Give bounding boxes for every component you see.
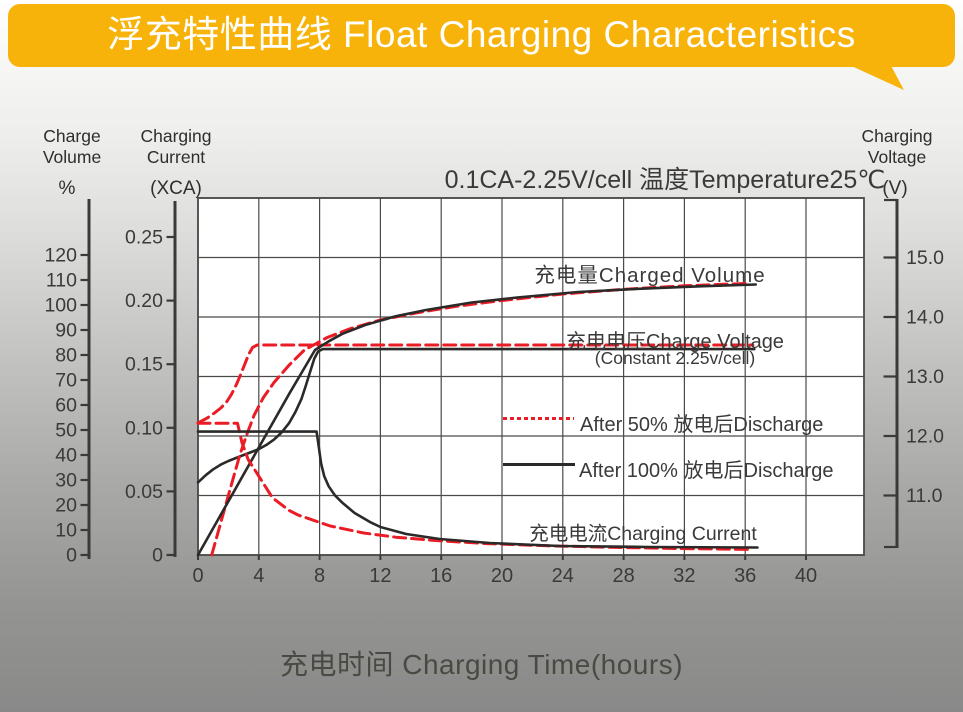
volume-tick-label: 90 — [55, 320, 77, 342]
voltage-tick-label: 13.0 — [906, 366, 944, 388]
x-tick-label: 24 — [552, 565, 574, 587]
charged-volume-label: 充电量Charged Volume — [534, 264, 766, 287]
charge-voltage-constant-label: (Constant 2.25v/cell) — [594, 348, 756, 368]
volume-tick-label: 20 — [55, 495, 77, 517]
current-tick-label: 0.25 — [125, 227, 163, 249]
series-voltage-after-50-discharge — [196, 343, 755, 425]
x-tick-label: 0 — [192, 565, 203, 587]
volume-tick-label: 50 — [55, 420, 77, 442]
voltage-tick-label: 11.0 — [906, 485, 943, 507]
x-tick-label: 8 — [314, 565, 325, 587]
volume-tick-label: 60 — [55, 395, 77, 417]
volume-tick-label: 0 — [66, 545, 77, 567]
series-current-after-50-discharge — [196, 421, 755, 551]
page-title: 浮充特性曲线 Float Charging Characteristics — [107, 14, 856, 55]
title-banner: 浮充特性曲线 Float Charging Characteristics — [8, 4, 955, 67]
volume-tick-label: 30 — [55, 470, 77, 492]
plot-frame — [197, 197, 865, 556]
legend-label-100-discharge: After 100% 放电后Discharge — [579, 460, 834, 482]
volume-tick-label: 100 — [44, 295, 77, 317]
x-tick-label: 36 — [734, 565, 756, 587]
voltage-tick-label: 14.0 — [906, 307, 944, 329]
voltage-axis-title: Charging Voltage — [861, 126, 933, 168]
volume-tick-label: 40 — [55, 445, 77, 467]
x-tick-label: 12 — [369, 565, 391, 587]
volume-tick-label: 10 — [55, 520, 77, 542]
voltage-tick-label: 12.0 — [906, 426, 944, 448]
legend-line-100-discharge — [503, 463, 575, 466]
current-tick-label: 0.05 — [125, 481, 163, 503]
current-tick-label: 0.20 — [125, 290, 163, 312]
series-current-after-100-discharge — [196, 430, 759, 549]
x-tick-label: 28 — [612, 565, 634, 587]
current-tick-label: 0 — [152, 545, 163, 567]
x-tick-label: 4 — [253, 565, 264, 587]
x-tick-label: 16 — [430, 565, 452, 587]
voltage-axis-unit: (V) — [882, 178, 908, 199]
current-axis-title: Charging Current — [140, 126, 212, 168]
series-voltage-after-100-discharge — [196, 347, 756, 484]
series-volume-after-100-discharge — [196, 283, 758, 557]
current-tick-label: 0.15 — [125, 354, 163, 376]
current-tick-label: 0.10 — [125, 417, 163, 439]
volume-tick-label: 110 — [46, 270, 77, 292]
volume-axis-title: Charge Volume — [42, 126, 102, 168]
volume-axis-unit: % — [58, 178, 76, 199]
legend-line-50-discharge — [503, 417, 574, 420]
x-tick-label: 20 — [491, 565, 513, 587]
charge-voltage-label: 充电电压Charge Voltage — [566, 331, 784, 353]
legend-label-50-discharge: After 50% 放电后Discharge — [580, 414, 824, 436]
charging-current-label: 充电电流Charging Current — [529, 523, 757, 545]
volume-tick-label: 70 — [55, 370, 77, 392]
volume-tick-label: 80 — [55, 345, 77, 367]
volume-tick-label: 120 — [44, 245, 77, 267]
current-axis-unit: (XCA) — [150, 178, 202, 199]
x-axis-title: 充电时间 Charging Time(hours) — [279, 649, 684, 680]
x-tick-label: 32 — [673, 565, 695, 587]
x-tick-label: 40 — [795, 565, 817, 587]
test-condition-label: 0.1CA-2.25V/cell 温度Temperature25℃ — [444, 166, 886, 194]
voltage-tick-label: 15.0 — [906, 247, 944, 269]
